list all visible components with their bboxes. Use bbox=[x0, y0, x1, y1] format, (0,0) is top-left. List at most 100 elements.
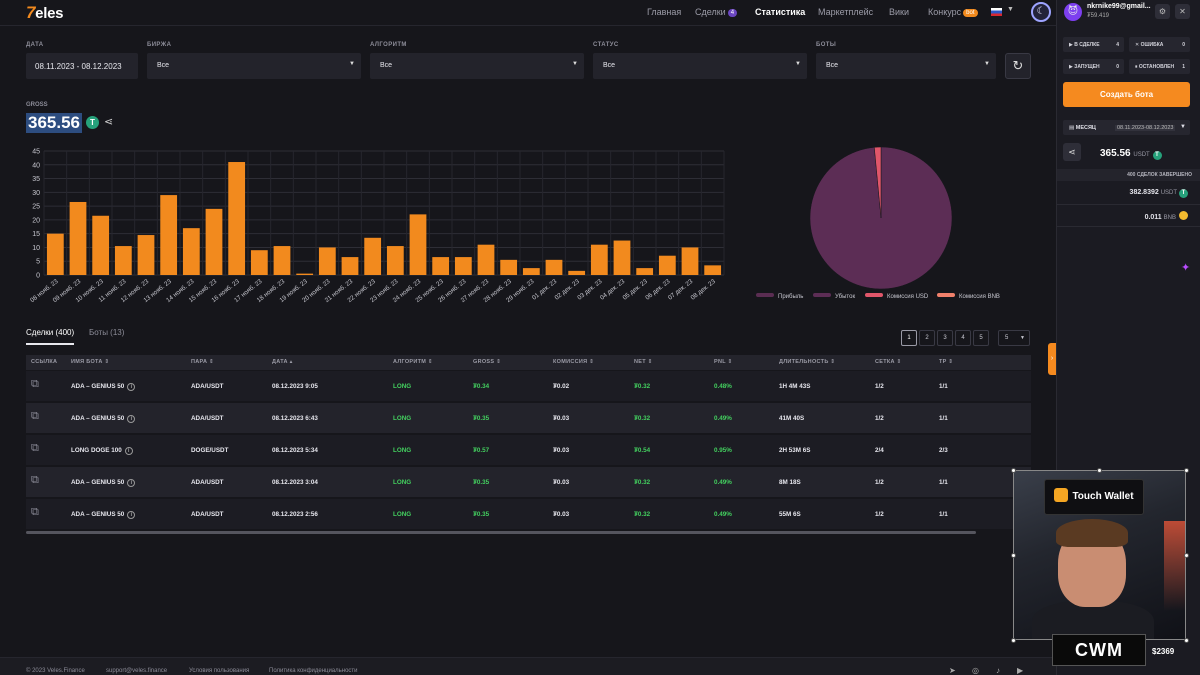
bar[interactable] bbox=[500, 259, 518, 275]
info-icon[interactable]: i bbox=[127, 415, 136, 423]
bar[interactable] bbox=[636, 268, 654, 275]
bar[interactable] bbox=[182, 228, 200, 275]
bar[interactable] bbox=[522, 268, 540, 275]
legend-fee-bnb[interactable]: Комиссия BNB bbox=[937, 293, 1000, 300]
moon-icon[interactable]: ☾ bbox=[1031, 2, 1051, 22]
algorithm-select[interactable]: Все ▼ bbox=[370, 53, 584, 79]
tab-deals[interactable]: Сделки (400) bbox=[26, 328, 75, 345]
horizontal-scrollbar[interactable] bbox=[26, 531, 976, 534]
bar[interactable] bbox=[46, 233, 64, 275]
page-1-button[interactable]: 1 bbox=[901, 330, 917, 346]
stat-error[interactable]: ✕ ОШИБКА 0 bbox=[1129, 37, 1190, 52]
info-icon[interactable]: i bbox=[124, 447, 133, 455]
bar[interactable] bbox=[409, 214, 427, 275]
bar[interactable] bbox=[613, 240, 631, 275]
bar[interactable] bbox=[658, 255, 676, 275]
bar[interactable] bbox=[250, 250, 268, 275]
bar[interactable] bbox=[69, 201, 87, 275]
tab-bots[interactable]: Боты (13) bbox=[89, 328, 125, 337]
external-link-icon[interactable]: ⧉ bbox=[31, 378, 39, 390]
bar[interactable] bbox=[432, 257, 450, 275]
bots-select[interactable]: Все ▼ bbox=[816, 53, 996, 79]
bar[interactable] bbox=[318, 247, 336, 275]
support-email-link[interactable]: support@veles.finance bbox=[106, 668, 168, 674]
nav-marketplace[interactable]: Маркетплейс bbox=[818, 7, 874, 17]
col-date[interactable]: ДАТА ▴ bbox=[272, 359, 293, 365]
veles-logo[interactable]: 7eles bbox=[26, 3, 64, 22]
col-fee[interactable]: КОМИССИЯ ⇕ bbox=[553, 359, 595, 365]
bar[interactable] bbox=[205, 208, 223, 275]
bar[interactable] bbox=[386, 246, 404, 275]
col-net[interactable]: NET ⇕ bbox=[634, 359, 653, 365]
external-link-icon[interactable]: ⧉ bbox=[31, 442, 39, 454]
bar[interactable] bbox=[477, 244, 495, 275]
table-row[interactable]: ⧉ ADA – GENIUS 50 i ADA/USDT 08.12.2023 3… bbox=[26, 467, 1031, 497]
status-select[interactable]: Все ▼ bbox=[593, 53, 807, 79]
bar[interactable] bbox=[681, 247, 699, 275]
page-5-button[interactable]: 5 bbox=[973, 330, 989, 346]
col-grid[interactable]: СЕТКА ⇕ bbox=[875, 359, 902, 365]
avatar[interactable]: 😈 bbox=[1064, 3, 1082, 21]
telegram-icon[interactable]: ➤ bbox=[949, 666, 956, 675]
resize-handle[interactable] bbox=[1184, 638, 1189, 643]
youtube-icon[interactable]: ▶ bbox=[1017, 666, 1024, 675]
bar[interactable] bbox=[137, 235, 155, 275]
exchange-select[interactable]: Все ▼ bbox=[147, 53, 361, 79]
page-size-select[interactable]: 5 ▼ bbox=[998, 330, 1030, 346]
col-pnl[interactable]: PNL ⇕ bbox=[714, 359, 733, 365]
col-duration[interactable]: ДЛИТЕЛЬНОСТЬ ⇕ bbox=[779, 359, 836, 365]
resize-handle[interactable] bbox=[1011, 638, 1016, 643]
bar[interactable] bbox=[545, 259, 563, 275]
nav-statistics[interactable]: Статистика bbox=[755, 7, 806, 17]
nav-deals[interactable]: Сделки 4 bbox=[695, 7, 738, 17]
info-icon[interactable]: i bbox=[127, 511, 136, 519]
info-icon[interactable]: i bbox=[127, 383, 136, 391]
refresh-icon[interactable]: ↻ bbox=[1005, 53, 1031, 79]
bar[interactable] bbox=[92, 215, 110, 275]
sparkle-icon[interactable]: ✦ bbox=[1181, 262, 1191, 274]
pie-slice[interactable] bbox=[874, 146, 882, 219]
bar[interactable] bbox=[364, 237, 382, 275]
col-tp[interactable]: TP ⇕ bbox=[939, 359, 954, 365]
col-algorithm[interactable]: АЛГОРИТМ ⇕ bbox=[393, 359, 433, 365]
legend-loss[interactable]: Убыток bbox=[813, 293, 855, 300]
info-icon[interactable]: i bbox=[127, 479, 136, 487]
sidebar-collapse-toggle[interactable]: › bbox=[1048, 343, 1056, 375]
bar[interactable] bbox=[341, 257, 359, 275]
external-link-icon[interactable]: ⧉ bbox=[31, 474, 39, 486]
nav-home[interactable]: Главная bbox=[647, 7, 682, 17]
share-icon[interactable]: ⋖ bbox=[104, 116, 114, 128]
external-link-icon[interactable]: ⧉ bbox=[31, 410, 39, 422]
legend-fee-usd[interactable]: Комиссия USD bbox=[865, 293, 928, 300]
bar[interactable] bbox=[590, 244, 608, 275]
col-pair[interactable]: ПАРА ⇕ bbox=[191, 359, 215, 365]
russian-flag-icon[interactable] bbox=[991, 8, 1002, 16]
stat-in-deal[interactable]: ▶ В СДЕЛКЕ 4 bbox=[1063, 37, 1124, 52]
table-row[interactable]: ⧉ ADA – GENIUS 50 i ADA/USDT 08.12.2023 2… bbox=[26, 499, 1031, 529]
bar[interactable] bbox=[454, 257, 472, 275]
bar[interactable] bbox=[704, 265, 722, 275]
col-bot-name[interactable]: ИМЯ БОТА ⇕ bbox=[71, 359, 110, 365]
resize-handle[interactable] bbox=[1184, 468, 1189, 473]
page-4-button[interactable]: 4 bbox=[955, 330, 971, 346]
close-icon[interactable]: ✕ bbox=[1175, 4, 1190, 19]
table-row[interactable]: ⧉ ADA – GENIUS 50 i ADA/USDT 08.12.2023 6… bbox=[26, 403, 1031, 433]
terms-link[interactable]: Условия пользования bbox=[189, 668, 250, 674]
create-bot-button[interactable]: Создать бота bbox=[1063, 82, 1190, 107]
resize-handle[interactable] bbox=[1011, 553, 1016, 558]
resize-handle[interactable] bbox=[1184, 553, 1189, 558]
chevron-down-icon[interactable]: ▼ bbox=[1007, 6, 1014, 13]
table-row[interactable]: ⧉ LONG DOGE 100 i DOGE/USDT 08.12.2023 5:… bbox=[26, 435, 1031, 465]
nav-wiki[interactable]: Вики bbox=[889, 7, 909, 17]
bar[interactable] bbox=[296, 273, 314, 275]
bar[interactable] bbox=[568, 270, 586, 275]
legend-profit[interactable]: Прибыль bbox=[756, 293, 803, 300]
stat-stopped[interactable]: ⏸ ОСТАНОВЛЕН 1 bbox=[1129, 59, 1190, 74]
tiktok-icon[interactable]: ♪ bbox=[996, 666, 1000, 675]
col-gross[interactable]: GROSS ⇕ bbox=[473, 359, 502, 365]
stat-running[interactable]: ▶ ЗАПУЩЕН 0 bbox=[1063, 59, 1124, 74]
instagram-icon[interactable]: ◎ bbox=[972, 666, 979, 675]
gear-icon[interactable]: ⚙ bbox=[1155, 4, 1170, 19]
share-icon[interactable]: ⋖ bbox=[1063, 143, 1081, 161]
bar[interactable] bbox=[228, 162, 246, 275]
